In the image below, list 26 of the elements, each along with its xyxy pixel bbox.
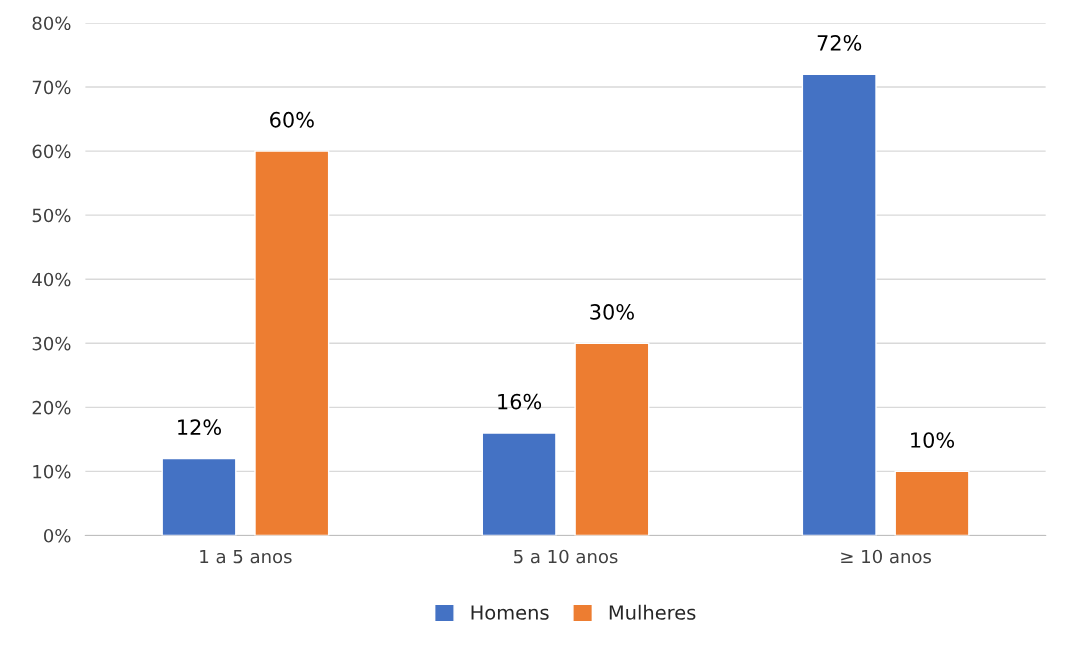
y-tick-label: 70% xyxy=(32,80,71,95)
y-tick-label: 20% xyxy=(32,400,71,415)
data-label: 72% xyxy=(817,35,862,51)
y-tick-label: 40% xyxy=(32,272,71,287)
y-tick-label: 50% xyxy=(32,208,71,223)
x-tick-label: ≥ 10 anos xyxy=(841,549,931,564)
x-tick-label: 5 a 10 anos xyxy=(514,549,618,564)
y-tick-label: 10% xyxy=(33,464,71,479)
bar xyxy=(801,73,877,536)
y-tick-label: 60% xyxy=(32,144,71,159)
bar xyxy=(254,150,330,536)
data-label: 60% xyxy=(270,111,314,128)
data-label: 10% xyxy=(911,432,955,448)
bar xyxy=(481,432,557,536)
bar xyxy=(894,470,970,536)
x-tick-label: 1 a 5 anos xyxy=(200,549,292,564)
y-tick-label: 0% xyxy=(44,528,71,543)
bar xyxy=(574,342,650,536)
legend-label: Homens xyxy=(471,605,549,620)
y-tick-label: 30% xyxy=(32,336,71,351)
data-label: 30% xyxy=(590,304,634,320)
y-tick-label: 80% xyxy=(32,16,71,31)
data-label: 12% xyxy=(178,419,221,436)
legend-label: Mulheres xyxy=(609,604,696,620)
bar xyxy=(161,457,237,536)
data-label: 16% xyxy=(498,393,542,410)
